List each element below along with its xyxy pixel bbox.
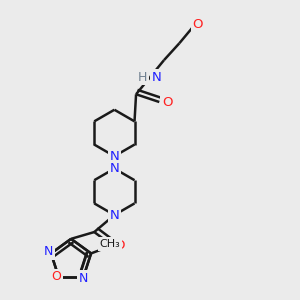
Text: N: N bbox=[151, 71, 161, 84]
Text: N: N bbox=[110, 150, 119, 163]
Text: O: O bbox=[114, 239, 125, 253]
Text: CH₃: CH₃ bbox=[99, 239, 120, 249]
Text: N: N bbox=[110, 162, 119, 175]
Text: N: N bbox=[44, 245, 53, 258]
Text: O: O bbox=[193, 18, 203, 31]
Text: O: O bbox=[51, 270, 61, 284]
Text: N: N bbox=[79, 272, 88, 285]
Text: O: O bbox=[162, 95, 172, 109]
Text: N: N bbox=[110, 208, 119, 221]
Text: H: H bbox=[138, 71, 147, 84]
